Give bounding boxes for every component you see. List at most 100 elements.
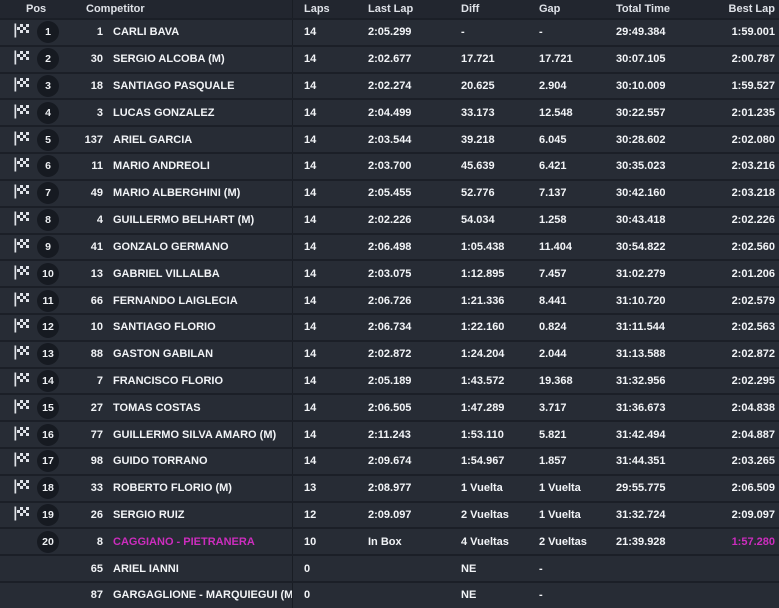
- table-row[interactable]: 17 98 GUIDO TORRANO 14 2:09.674 1:54.967…: [0, 447, 779, 474]
- best-lap-value: 2:01.235: [731, 106, 775, 119]
- checkered-flag-icon: [13, 265, 30, 283]
- table-row[interactable]: 12 10 SANTIAGO FLORIO 14 2:06.734 1:22.1…: [0, 312, 779, 340]
- table-row[interactable]: 8 4 GUILLERMO BELHART (M) 14 2:02.226 54…: [0, 205, 779, 233]
- checkered-flag-icon: [13, 184, 30, 202]
- table-row[interactable]: 16 77 GUILLERMO SILVA AMARO (M) 14 2:11.…: [0, 420, 779, 447]
- last-lap-value: 2:02.677: [368, 53, 412, 66]
- flag-cell: [0, 292, 34, 310]
- table-row[interactable]: 18 33 ROBERTO FLORIO (M) 13 2:08.977 1 V…: [0, 473, 779, 501]
- column-header-competitor: Competitor: [86, 3, 145, 15]
- flag-cell: [0, 586, 34, 604]
- table-row[interactable]: 20 8 CAGGIANO - PIETRANERA 10 In Box 4 V…: [0, 527, 779, 555]
- position-badge: 16: [37, 423, 59, 446]
- competitor-name: SANTIAGO FLORIO: [113, 321, 216, 334]
- checkered-flag-icon: [13, 238, 30, 256]
- last-lap-value: 2:03.544: [368, 133, 412, 146]
- table-row[interactable]: 2 30 SERGIO ALCOBA (M) 14 2:02.677 17.72…: [0, 44, 779, 72]
- laps-value: 14: [292, 449, 360, 474]
- position-badge: 12: [37, 316, 59, 339]
- flag-cell: [0, 506, 34, 524]
- last-lap-value: 2:03.700: [368, 160, 412, 173]
- position-cell: 3: [34, 75, 62, 98]
- diff-value: 17.721: [461, 53, 495, 66]
- column-header-diff: Diff: [461, 3, 480, 15]
- table-row[interactable]: 19 26 SERGIO RUIZ 12 2:09.097 2 Vueltas …: [0, 500, 779, 528]
- laps-value: 14: [292, 127, 360, 153]
- table-row[interactable]: 10 13 GABRIEL VILLALBA 14 2:03.075 1:12.…: [0, 259, 779, 287]
- competitor-number: 4: [96, 214, 103, 227]
- diff-value: 39.218: [461, 133, 495, 146]
- position-badge: 8: [37, 209, 59, 232]
- competitor-name: GUILLERMO SILVA AMARO (M): [113, 428, 277, 441]
- flag-cell: [0, 399, 34, 417]
- column-header-last-lap: Last Lap: [368, 3, 414, 15]
- gap-value: 5.821: [539, 428, 567, 441]
- best-lap-value: 2:09.097: [731, 509, 775, 522]
- flag-cell: [0, 479, 34, 497]
- last-lap-value: 2:04.499: [368, 106, 412, 119]
- position-badge: 7: [37, 182, 59, 205]
- table-row[interactable]: 9 41 GONZALO GERMANO 14 2:06.498 1:05.43…: [0, 232, 779, 260]
- last-lap-value: 2:06.734: [368, 321, 412, 334]
- position-badge: 10: [37, 262, 59, 285]
- column-header-total-time: Total Time: [616, 3, 670, 15]
- table-row[interactable]: 1 1 CARLI BAVA 14 2:05.299 - - 29:49.384…: [0, 18, 779, 45]
- diff-value: 1:21.336: [461, 294, 505, 307]
- flag-cell: [0, 560, 34, 578]
- table-row[interactable]: 87 GARGAGLIONE - MARQUIEGUI (M) 0 NE -: [0, 581, 779, 608]
- best-lap-value: 2:02.295: [731, 374, 775, 387]
- table-row[interactable]: 11 66 FERNANDO LAIGLECIA 14 2:06.726 1:2…: [0, 286, 779, 313]
- table-row[interactable]: 14 7 FRANCISCO FLORIO 14 2:05.189 1:43.5…: [0, 366, 779, 394]
- table-row[interactable]: 7 49 MARIO ALBERGHINI (M) 14 2:05.455 52…: [0, 178, 779, 206]
- position-cell: 15: [34, 396, 62, 419]
- position-cell: [34, 584, 62, 606]
- position-badge: 3: [37, 75, 59, 98]
- position-cell: 20: [34, 530, 62, 553]
- competitor-name: GASTON GABILAN: [113, 348, 214, 361]
- laps-value: 14: [292, 288, 360, 313]
- best-lap-value: 1:59.001: [731, 26, 775, 39]
- laps-value: 14: [292, 368, 360, 394]
- competitor-number: 88: [90, 348, 103, 361]
- laps-value: 14: [292, 100, 360, 126]
- last-lap-value: 2:05.299: [368, 26, 412, 39]
- table-row[interactable]: 65 ARIEL IANNI 0 NE -: [0, 554, 779, 582]
- total-time-value: 31:42.494: [616, 428, 666, 441]
- table-row[interactable]: 4 3 LUCAS GONZALEZ 14 2:04.499 33.173 12…: [0, 98, 779, 126]
- laps-value: 14: [292, 207, 360, 233]
- diff-value: 1:43.572: [461, 374, 505, 387]
- total-time-value: 30:28.602: [616, 133, 666, 146]
- table-row[interactable]: 3 18 SANTIAGO PASQUALE 14 2:02.274 20.62…: [0, 71, 779, 99]
- table-row[interactable]: 15 27 TOMAS COSTAS 14 2:06.505 1:47.289 …: [0, 393, 779, 421]
- diff-value: 2 Vueltas: [461, 509, 509, 522]
- table-row[interactable]: 13 88 GASTON GABILAN 14 2:02.872 1:24.20…: [0, 339, 779, 367]
- competitor-name: GABRIEL VILLALBA: [113, 267, 220, 280]
- laps-value: 14: [292, 20, 360, 45]
- gap-value: 0.824: [539, 321, 567, 334]
- position-badge: 14: [37, 369, 59, 392]
- last-lap-value: 2:09.097: [368, 509, 412, 522]
- competitor-name: TOMAS COSTAS: [113, 401, 201, 414]
- laps-value: 14: [292, 261, 360, 287]
- last-lap-value: In Box: [368, 535, 402, 548]
- competitor-name: SERGIO ALCOBA (M): [113, 53, 225, 66]
- table-row[interactable]: 6 11 MARIO ANDREOLI 14 2:03.700 45.639 6…: [0, 152, 779, 179]
- last-lap-value: 2:02.872: [368, 348, 412, 361]
- best-lap-value: 2:04.887: [731, 428, 775, 441]
- flag-cell: [0, 318, 34, 336]
- best-lap-value: 2:04.838: [731, 401, 775, 414]
- laps-value: 14: [292, 46, 360, 72]
- competitor-name: FERNANDO LAIGLECIA: [113, 294, 238, 307]
- competitor-name: ARIEL IANNI: [113, 562, 179, 575]
- position-badge: 6: [37, 155, 59, 178]
- best-lap-value: 2:02.872: [731, 348, 775, 361]
- total-time-value: 31:02.279: [616, 267, 666, 280]
- position-cell: 1: [34, 21, 62, 44]
- competitor-number: 8: [96, 535, 103, 548]
- table-row[interactable]: 5 137 ARIEL GARCIA 14 2:03.544 39.218 6.…: [0, 125, 779, 153]
- position-cell: 19: [34, 504, 62, 527]
- flag-cell: [0, 426, 34, 444]
- laps-value: 0: [292, 556, 360, 582]
- position-cell: 16: [34, 423, 62, 446]
